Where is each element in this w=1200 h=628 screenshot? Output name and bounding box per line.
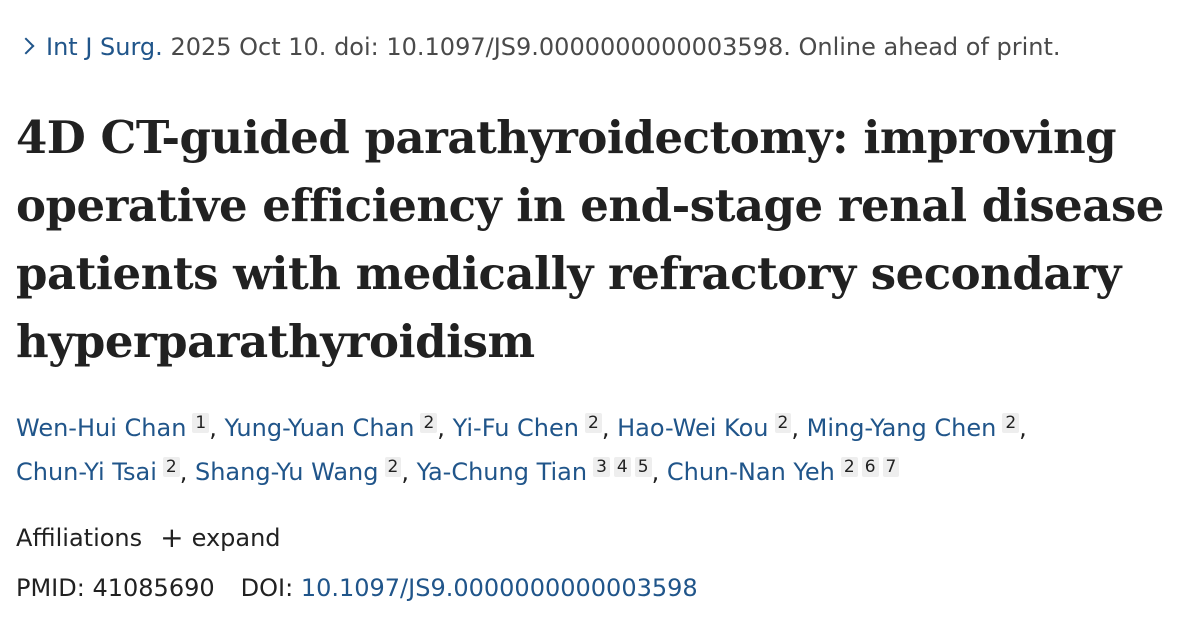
- author-item: Ya-Chung Tian 3 4 5,: [416, 457, 660, 486]
- affiliation-number-badge[interactable]: 2: [384, 457, 402, 477]
- pmid-value: 41085690: [92, 574, 215, 602]
- affiliation-number-badge[interactable]: 3: [593, 457, 610, 477]
- author-item: Shang-Yu Wang 2,: [194, 457, 409, 486]
- author-name-link[interactable]: Yung-Yuan Chan: [224, 414, 415, 442]
- pmid-label: PMID:: [16, 574, 85, 602]
- author-separator: ,: [601, 414, 610, 442]
- author-item: Chun-Nan Yeh 2 6 7: [666, 457, 900, 486]
- author-name-link[interactable]: Yi-Fu Chen: [452, 414, 579, 442]
- author-item: Hao-Wei Kou 2,: [617, 413, 799, 442]
- doi-label: DOI:: [240, 574, 294, 602]
- plus-icon[interactable]: +: [160, 521, 184, 554]
- citation-details: 2025 Oct 10. doi: 10.1097/JS9.0000000000…: [170, 33, 1061, 61]
- author-separator: ,: [651, 458, 660, 486]
- affiliation-number-badge[interactable]: 5: [634, 457, 652, 477]
- identifiers-row: PMID: 41085690 DOI: 10.1097/JS9.000000000…: [16, 570, 698, 606]
- article-title: 4D CT-guided parathyroidectomy: improvin…: [16, 111, 1164, 368]
- chevron-right-icon[interactable]: [17, 37, 35, 55]
- author-name-link[interactable]: Hao-Wei Kou: [617, 414, 769, 442]
- author-name-link[interactable]: Wen-Hui Chan: [16, 414, 187, 442]
- author-item: Ming-Yang Chen 2,: [806, 413, 1027, 442]
- affiliations-label: Affiliations: [16, 524, 143, 552]
- author-separator: ,: [401, 458, 409, 486]
- author-name-link[interactable]: Ya-Chung Tian: [416, 458, 588, 486]
- affiliations-row: Affiliations + expand: [16, 520, 281, 556]
- affiliations-expand-toggle[interactable]: expand: [191, 524, 281, 552]
- author-separator: ,: [179, 458, 188, 486]
- affiliation-number-badge[interactable]: 2: [774, 413, 792, 433]
- author-item: Yung-Yuan Chan 2,: [224, 413, 445, 442]
- author-item: Wen-Hui Chan 1,: [16, 413, 217, 442]
- affiliation-number-badge[interactable]: 2: [162, 457, 180, 477]
- affiliation-number-badge[interactable]: 4: [613, 457, 631, 477]
- affiliation-number-badge[interactable]: 1: [192, 413, 210, 433]
- journal-link[interactable]: Int J Surg.: [46, 33, 163, 61]
- author-item: Chun-Yi Tsai 2,: [16, 457, 188, 486]
- affiliation-number-badge[interactable]: 6: [861, 457, 879, 477]
- author-name-link[interactable]: Chun-Yi Tsai: [16, 458, 157, 486]
- affiliation-number-badge[interactable]: 2: [584, 413, 602, 433]
- author-name-link[interactable]: Ming-Yang Chen: [806, 414, 997, 442]
- author-name-link[interactable]: Shang-Yu Wang: [194, 458, 379, 486]
- authors-list: Wen-Hui Chan 1, Yung-Yuan Chan 2, Yi-Fu Ch…: [16, 406, 1192, 494]
- author-separator: ,: [437, 414, 445, 442]
- doi-link[interactable]: 10.1097/JS9.0000000000003598: [300, 574, 698, 602]
- author-separator: ,: [209, 414, 217, 442]
- author-separator: ,: [791, 414, 799, 442]
- affiliation-number-badge[interactable]: 2: [420, 413, 438, 433]
- author-separator: ,: [1019, 414, 1027, 442]
- affiliation-number-badge[interactable]: 7: [882, 457, 900, 477]
- affiliation-number-badge[interactable]: 2: [1002, 413, 1020, 433]
- author-name-link[interactable]: Chun-Nan Yeh: [666, 458, 835, 486]
- affiliation-number-badge[interactable]: 2: [840, 457, 858, 477]
- journal-citation: Int J Surg. 2025 Oct 10. doi: 10.1097/JS…: [16, 30, 1061, 64]
- author-item: Yi-Fu Chen 2,: [452, 413, 610, 442]
